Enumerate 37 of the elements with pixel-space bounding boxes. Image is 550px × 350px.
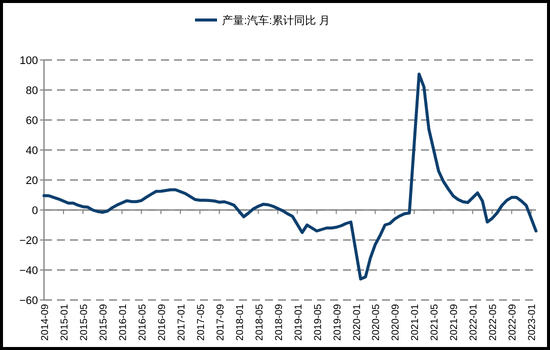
x-tick-label: 2017-01	[176, 304, 188, 341]
x-tick-label: 2016-05	[137, 304, 148, 341]
x-tick-label: 2016-01	[118, 304, 129, 341]
legend-label: 产量:汽车:累计同比 月	[222, 14, 330, 27]
y-tick-label: 20	[26, 175, 38, 187]
x-tick-label: 2019-01	[293, 304, 304, 341]
x-tick-label: 2015-01	[59, 304, 70, 341]
x-tick-label: 2021-01	[410, 304, 422, 341]
y-tick-label: 40	[26, 145, 38, 157]
y-tick-label: 0	[32, 205, 38, 217]
x-tick-label: 2016-09	[156, 304, 168, 341]
x-tick-label: 2019-05	[312, 304, 324, 341]
x-tick-label: 2015-09	[98, 304, 110, 341]
x-tick-label: 2022-09	[508, 304, 519, 341]
x-tick-label: 2019-09	[332, 304, 344, 341]
y-tick-label: 100	[20, 55, 38, 67]
line-series	[42, 72, 538, 280]
x-tick-label: 2014-09	[40, 304, 51, 341]
x-tick-label: 2018-01	[234, 304, 246, 341]
x-tick-label: 2017-09	[215, 304, 226, 341]
x-tick-label: 2021-05	[430, 304, 441, 341]
x-tick-label: 2015-05	[78, 304, 90, 341]
y-tick-label: −40	[19, 265, 38, 277]
x-tick-label: 2023-01	[527, 304, 538, 341]
y-tick-label: −20	[19, 235, 38, 247]
x-tick-label: 2020-01	[352, 304, 363, 341]
x-tick-label: 2021-09	[449, 304, 460, 341]
x-tick-label: 2022-05	[488, 304, 500, 341]
x-tick-label: 2022-01	[468, 304, 480, 341]
x-tick-label: 2020-09	[390, 304, 402, 341]
y-tick-label: 60	[26, 115, 38, 127]
x-tick-label: 2020-05	[371, 304, 382, 341]
y-tick-label: 80	[26, 85, 38, 97]
x-tick-label: 2017-05	[196, 304, 207, 341]
x-tick-label: 2018-09	[274, 304, 285, 341]
y-tick-label: −60	[19, 295, 38, 307]
x-tick-label: 2018-05	[254, 304, 266, 341]
